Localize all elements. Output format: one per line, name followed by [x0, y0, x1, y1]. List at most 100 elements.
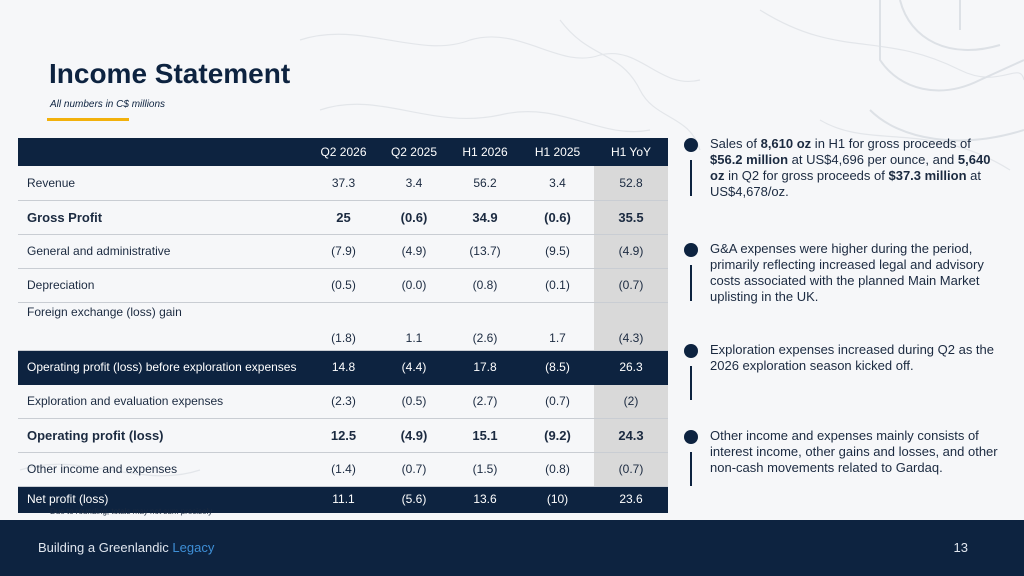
note-segment: in H1 for gross proceeds of	[811, 136, 971, 151]
cell-h1-yoy: 23.6	[594, 486, 668, 513]
cell-h1-2026: 56.2	[449, 166, 521, 201]
header-cell-h1-yoy: H1 YoY	[594, 138, 668, 166]
table-row: Gross Profit 25 (0.6) 34.9 (0.6) 35.5	[18, 200, 668, 235]
row-label: Net profit (loss)	[18, 486, 308, 513]
footer-tagline-main: Building a Greenlandic	[38, 540, 173, 555]
cell-q2-2026: 12.5	[308, 418, 379, 453]
row-label: Foreign exchange (loss) gain	[18, 302, 308, 351]
cell-h1-yoy: 26.3	[594, 350, 668, 385]
header-cell-q2-2026: Q2 2026	[308, 138, 379, 166]
cell-h1-yoy: (4.3)	[594, 302, 668, 351]
cell-h1-yoy: 35.5	[594, 200, 668, 235]
cell-h1-yoy: (2)	[594, 384, 668, 419]
cell-h1-2026: (1.5)	[449, 452, 521, 487]
bullet-dot-icon	[684, 243, 698, 257]
cell-q2-2025: (4.9)	[379, 234, 449, 269]
row-label: Operating profit (loss)	[18, 418, 308, 453]
header-cell-h1-2026: H1 2026	[449, 138, 521, 166]
cell-q2-2025: 3.4	[379, 166, 449, 201]
footer-tagline-accent: Legacy	[172, 540, 215, 555]
row-label: Depreciation	[18, 268, 308, 303]
note-text-other-income: Other income and expenses mainly consist…	[710, 428, 1000, 476]
cell-h1-2025: (0.6)	[521, 200, 594, 235]
cell-h1-2025: (0.8)	[521, 452, 594, 487]
bullet-bar	[690, 160, 692, 196]
cell-q2-2025: (0.5)	[379, 384, 449, 419]
rounding-footnote: Due to rounding, totals may not sum prec…	[50, 507, 213, 516]
row-label: Exploration and evaluation expenses	[18, 384, 308, 419]
cell-h1-yoy: (0.7)	[594, 452, 668, 487]
cell-q2-2025: (5.6)	[379, 486, 449, 513]
cell-h1-2026: (2.6)	[449, 302, 521, 351]
cell-q2-2026: 14.8	[308, 350, 379, 385]
cell-h1-2025: 1.7	[521, 302, 594, 351]
footer-bar: Building a Greenlandic Legacy 13	[0, 520, 1024, 576]
note-segment: Other income and expenses mainly consist…	[710, 428, 998, 475]
bullet-bar	[690, 452, 692, 486]
note-segment: 8,610 oz	[760, 136, 812, 151]
header-cell-q2-2025: Q2 2025	[379, 138, 449, 166]
row-label: Gross Profit	[18, 200, 308, 235]
cell-q2-2025: (4.9)	[379, 418, 449, 453]
note-segment: at US$4,696 per ounce, and	[788, 152, 958, 167]
note-segment: Sales of	[710, 136, 761, 151]
cell-h1-2025: (8.5)	[521, 350, 594, 385]
note-segment: at US$4,678/oz.	[710, 168, 981, 199]
income-statement-table: Q2 2026 Q2 2025 H1 2026 H1 2025 H1 YoY R…	[18, 138, 668, 513]
table-row: Other income and expenses (1.4) (0.7) (1.5)…	[18, 452, 668, 487]
cell-q2-2025: (0.0)	[379, 268, 449, 303]
cell-q2-2025: (0.7)	[379, 452, 449, 487]
table-row: General and administrative (7.9) (4.9) (13.…	[18, 234, 668, 269]
bullet-dot-icon	[684, 430, 698, 444]
table-row: Operating profit (loss) before explorati…	[18, 350, 668, 385]
cell-q2-2026: 25	[308, 200, 379, 235]
cell-q2-2025: (0.6)	[379, 200, 449, 235]
row-label: General and administrative	[18, 234, 308, 269]
note-segment: Exploration expenses increased during Q2…	[710, 342, 995, 373]
cell-h1-2025: (9.5)	[521, 234, 594, 269]
note-segment: $56.2 million	[710, 152, 789, 167]
note-segment: in Q2 for gross proceeds of	[724, 168, 889, 183]
cell-h1-2025: (9.2)	[521, 418, 594, 453]
row-label: Operating profit (loss) before explorati…	[18, 350, 308, 385]
table-row: Exploration and evaluation expenses (2.3)…	[18, 384, 668, 419]
cell-h1-2026: (2.7)	[449, 384, 521, 419]
cell-h1-2025: (10)	[521, 486, 594, 513]
table-row: Depreciation (0.5) (0.0) (0.8) (0.1) (0.7)	[18, 268, 668, 303]
cell-q2-2026: 11.1	[308, 486, 379, 513]
footer-tagline: Building a Greenlandic Legacy	[38, 540, 214, 555]
cell-q2-2025: 1.1	[379, 302, 449, 351]
row-label: Revenue	[18, 166, 308, 201]
table-row: Foreign exchange (loss) gain (1.8) 1.1 (2.6…	[18, 302, 668, 351]
header-cell-h1-2025: H1 2025	[521, 138, 594, 166]
cell-q2-2026: (1.8)	[308, 302, 379, 351]
page-subtitle: All numbers in C$ millions	[50, 99, 166, 110]
cell-h1-2026: (13.7)	[449, 234, 521, 269]
header-cell-label	[18, 138, 308, 166]
table-row: Revenue 37.3 3.4 56.2 3.4 52.8	[18, 166, 668, 201]
cell-h1-yoy: 52.8	[594, 166, 668, 201]
table-row: Operating profit (loss) 12.5 (4.9) 15.1 (9.2…	[18, 418, 668, 453]
bullet-dot-icon	[684, 344, 698, 358]
cell-h1-2026: 15.1	[449, 418, 521, 453]
table-row: Net profit (loss) 11.1 (5.6) 13.6 (10) 23.6	[18, 486, 668, 513]
cell-h1-2025: (0.7)	[521, 384, 594, 419]
page-title: Income Statement	[49, 58, 291, 89]
cell-h1-2026: (0.8)	[449, 268, 521, 303]
cell-h1-2026: 13.6	[449, 486, 521, 513]
table-header-row: Q2 2026 Q2 2025 H1 2026 H1 2025 H1 YoY	[18, 138, 668, 166]
note-text-exploration: Exploration expenses increased during Q2…	[710, 342, 1000, 374]
title-underline	[47, 118, 129, 121]
cell-q2-2026: (0.5)	[308, 268, 379, 303]
note-segment: G&A expenses were higher during the peri…	[710, 241, 984, 304]
cell-h1-2025: 3.4	[521, 166, 594, 201]
cell-h1-2025: (0.1)	[521, 268, 594, 303]
note-segment: 5,640 oz	[710, 152, 991, 183]
note-segment: $37.3 million	[888, 168, 967, 183]
cell-q2-2026: 37.3	[308, 166, 379, 201]
note-text-revenue: Sales of 8,610 oz in H1 for gross procee…	[710, 136, 1000, 200]
page-number: 13	[953, 540, 968, 555]
cell-h1-2026: 34.9	[449, 200, 521, 235]
bullet-bar	[690, 265, 692, 301]
cell-q2-2026: (7.9)	[308, 234, 379, 269]
